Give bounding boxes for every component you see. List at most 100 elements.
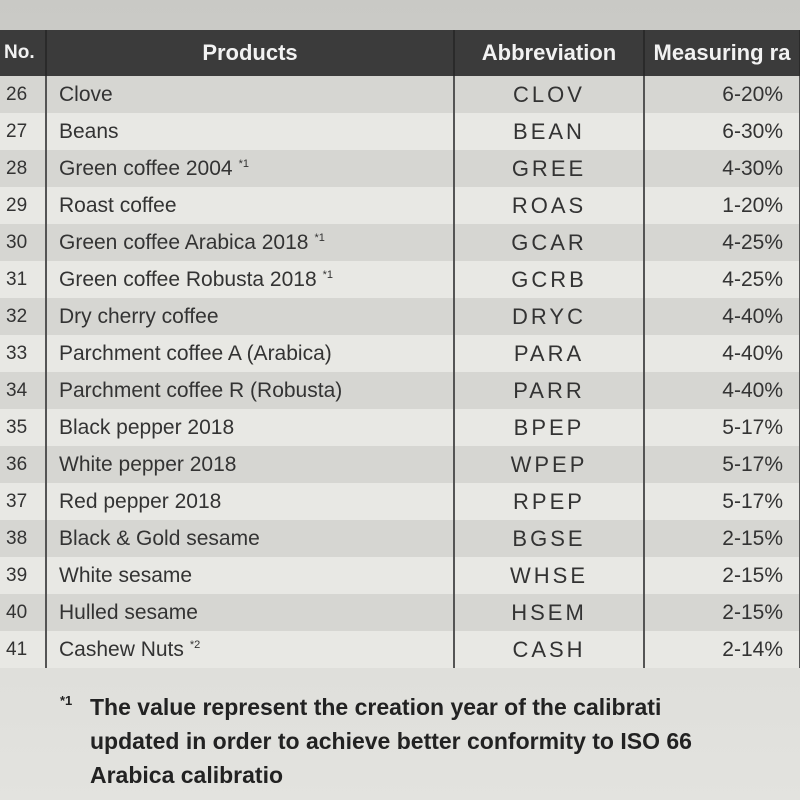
table-row: 29 Roast coffee ROAS 1-20%: [0, 187, 800, 224]
footnote: *1 The value represent the creation year…: [60, 690, 800, 792]
footnote-line: Arabica calibratio: [90, 762, 284, 788]
product-cell: Roast coffee: [46, 187, 455, 224]
abbreviation: WPEP: [454, 446, 645, 483]
product-name: Parchment coffee R (Robusta): [59, 378, 343, 402]
product-name: Clove: [59, 82, 113, 106]
column-header: Abbreviation: [454, 30, 645, 76]
product-cell: White sesame: [46, 557, 455, 594]
product-name: Cashew Nuts: [59, 637, 184, 661]
measuring-range: 4-30%: [644, 150, 800, 187]
product-cell: Parchment coffee A (Arabica): [46, 335, 455, 372]
product-name: Beans: [59, 119, 119, 143]
table-row: 31 Green coffee Robusta 2018 *1 GCRB 4-25%: [0, 261, 800, 298]
table-row: 36 White pepper 2018 WPEP 5-17%: [0, 446, 800, 483]
product-cell: Black pepper 2018: [46, 409, 455, 446]
product-table: No. Products Abbreviation Measuring ra 26 Cl…: [0, 30, 800, 668]
column-header: No.: [0, 30, 47, 76]
product-cell: Hulled sesame: [46, 594, 455, 631]
footnote-mark: *1: [60, 693, 73, 708]
footnote-ref: *2: [189, 638, 201, 651]
product-cell: Beans: [46, 113, 455, 150]
abbreviation: HSEM: [454, 594, 645, 631]
product-name: Red pepper 2018: [59, 489, 222, 513]
product-cell: Green coffee Arabica 2018 *1: [46, 224, 455, 261]
measuring-range: 4-25%: [644, 224, 800, 261]
product-cell: White pepper 2018: [46, 446, 455, 483]
measuring-range: 2-14%: [644, 631, 800, 668]
table-row: 27 Beans BEAN 6-30%: [0, 113, 800, 150]
measuring-range: 4-40%: [644, 298, 800, 335]
abbreviation: DRYC: [454, 298, 645, 335]
measuring-range: 4-40%: [644, 372, 800, 409]
measuring-range: 4-25%: [644, 261, 800, 298]
table-row: 39 White sesame WHSE 2-15%: [0, 557, 800, 594]
measuring-range: 6-20%: [644, 76, 800, 113]
measuring-range: 6-30%: [644, 113, 800, 150]
abbreviation: ROAS: [454, 187, 645, 224]
product-name: Green coffee Robusta 2018: [59, 267, 317, 291]
footnote-ref: *1: [314, 231, 325, 244]
measuring-range: 5-17%: [644, 446, 800, 483]
table-row: 35 Black pepper 2018 BPEP 5-17%: [0, 409, 800, 446]
row-number: 32: [0, 298, 47, 335]
row-number: 35: [0, 409, 47, 446]
row-number: 37: [0, 483, 47, 520]
footnote-line: The value represent the creation year of…: [90, 694, 662, 720]
abbreviation: CLOV: [454, 76, 645, 113]
abbreviation: GCAR: [454, 224, 645, 261]
measuring-range: 5-17%: [644, 409, 800, 446]
product-name: Hulled sesame: [59, 600, 198, 624]
row-number: 40: [0, 594, 47, 631]
table-row: 41 Cashew Nuts *2 CASH 2-14%: [0, 631, 800, 668]
table-row: 37 Red pepper 2018 RPEP 5-17%: [0, 483, 800, 520]
abbreviation: BEAN: [454, 113, 645, 150]
product-name: White sesame: [59, 563, 193, 587]
abbreviation: BPEP: [454, 409, 645, 446]
product-cell: Cashew Nuts *2: [46, 631, 455, 668]
product-name: Green coffee 2004: [59, 156, 233, 180]
row-number: 34: [0, 372, 47, 409]
product-name: Roast coffee: [59, 193, 177, 217]
product-name: Black pepper 2018: [59, 415, 235, 439]
abbreviation: CASH: [454, 631, 645, 668]
table-body: 26 Clove CLOV 6-20% 27 Beans BEAN 6-30% 28 Green …: [0, 76, 800, 668]
row-number: 36: [0, 446, 47, 483]
table-row: 34 Parchment coffee R (Robusta) PARR 4-40%: [0, 372, 800, 409]
row-number: 41: [0, 631, 47, 668]
measuring-range: 5-17%: [644, 483, 800, 520]
abbreviation: RPEP: [454, 483, 645, 520]
table-row: 26 Clove CLOV 6-20%: [0, 76, 800, 113]
abbreviation: BGSE: [454, 520, 645, 557]
row-number: 38: [0, 520, 47, 557]
table-row: 30 Green coffee Arabica 2018 *1 GCAR 4-25%: [0, 224, 800, 261]
abbreviation: PARR: [454, 372, 645, 409]
product-cell: Green coffee 2004 *1: [46, 150, 455, 187]
measuring-range: 2-15%: [644, 594, 800, 631]
product-name: White pepper 2018: [59, 452, 237, 476]
product-cell: Clove: [46, 76, 455, 113]
footnote-line: updated in order to achieve better confo…: [90, 728, 692, 754]
row-number: 29: [0, 187, 47, 224]
row-number: 28: [0, 150, 47, 187]
column-header: Measuring ra: [644, 30, 800, 76]
measuring-range: 1-20%: [644, 187, 800, 224]
table-header: No. Products Abbreviation Measuring ra: [0, 30, 800, 76]
row-number: 27: [0, 113, 47, 150]
abbreviation: GCRB: [454, 261, 645, 298]
footnote-ref: *1: [238, 157, 249, 170]
product-name: Parchment coffee A (Arabica): [59, 341, 332, 365]
footnote-ref: *1: [322, 268, 334, 281]
measuring-range: 2-15%: [644, 557, 800, 594]
product-name: Dry cherry coffee: [59, 304, 219, 328]
row-number: 26: [0, 76, 47, 113]
product-name: Black & Gold sesame: [59, 526, 260, 550]
row-number: 30: [0, 224, 47, 261]
product-cell: Black & Gold sesame: [46, 520, 455, 557]
table-row: 40 Hulled sesame HSEM 2-15%: [0, 594, 800, 631]
measuring-range: 2-15%: [644, 520, 800, 557]
product-name: Green coffee Arabica 2018: [59, 230, 309, 254]
abbreviation: PARA: [454, 335, 645, 372]
table-row: 38 Black & Gold sesame BGSE 2-15%: [0, 520, 800, 557]
